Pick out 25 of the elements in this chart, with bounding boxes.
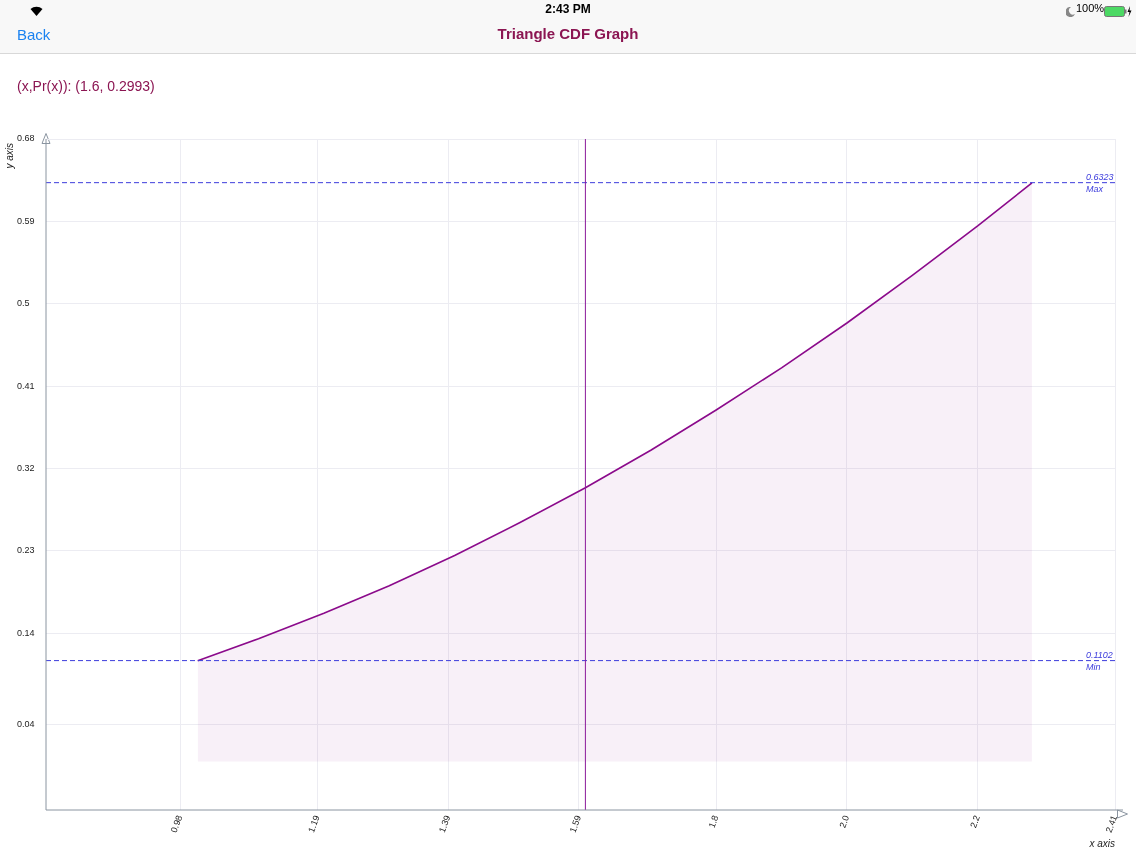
y-tick-label: 0.5 xyxy=(17,298,30,309)
y-tick-label: 0.41 xyxy=(17,380,35,391)
x-tick-label: 1.19 xyxy=(306,813,322,834)
text: 100% xyxy=(1076,2,1105,14)
y-tick-label: 0.32 xyxy=(17,463,35,474)
y-tick-label: 0.68 xyxy=(17,133,35,144)
x-tick-label: 2.2 xyxy=(968,813,982,830)
x-tick-label: 2.0 xyxy=(837,813,852,830)
chart-title: Triangle CDF Graph xyxy=(497,25,639,42)
y-tick-label: 0.59 xyxy=(17,215,35,226)
text: Back xyxy=(17,26,51,43)
x-tick-label: 1.8 xyxy=(706,813,721,830)
y-tick-label: 0.04 xyxy=(17,719,35,730)
y-axis-title: y axis xyxy=(3,143,15,170)
x-axis-title: x axis xyxy=(1088,837,1115,849)
x-tick-label: 1.39 xyxy=(436,813,453,834)
ref-line-label: 0.1102 Min xyxy=(1086,649,1113,672)
x-tick-label: 1.59 xyxy=(567,813,584,834)
text: 2:43 PM xyxy=(545,2,591,16)
y-tick-label: 0.14 xyxy=(17,627,35,638)
y-tick-label: 0.23 xyxy=(17,545,35,556)
ref-line-label: 0.6323 Max xyxy=(1086,171,1114,194)
x-tick-label: 0.98 xyxy=(168,813,185,834)
chart-subtitle: (x,Pr(x)): (1.6, 0.2993) xyxy=(17,78,155,94)
x-tick-label: 2.41 xyxy=(1103,813,1120,834)
